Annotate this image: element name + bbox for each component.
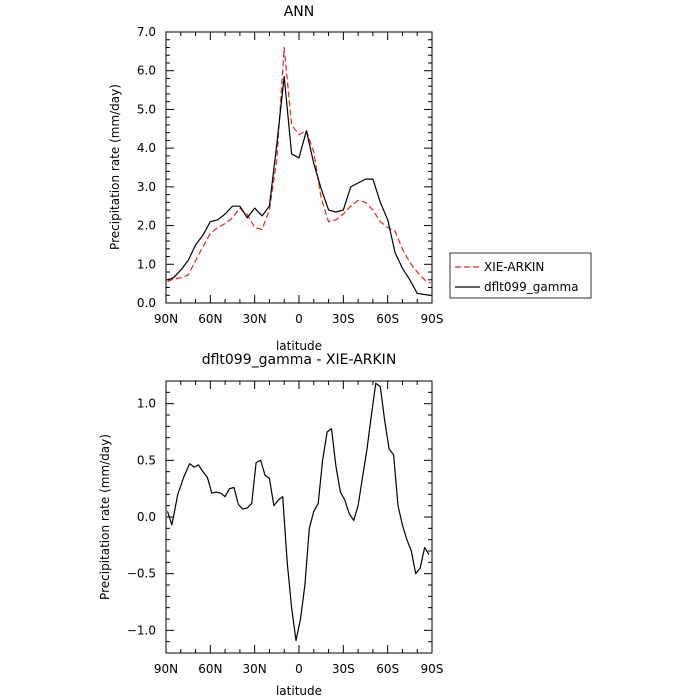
- y-tick-label: 0.0: [137, 296, 156, 310]
- y-tick-label: 1.0: [137, 257, 156, 271]
- y-tick-label: 6.0: [137, 64, 156, 78]
- x-tick-label: 60N: [198, 662, 222, 676]
- top-chart-xlabel: latitude: [276, 339, 322, 353]
- top-chart: ANN 90N 60N 30N 0 30S 60S 90S 0.0 1.0 2.0 3.0 4.0 5…: [108, 4, 443, 353]
- x-tick-label: 90N: [154, 662, 178, 676]
- top-chart-frame: [165, 31, 433, 304]
- bottom-chart-x-tick-labels: 90N 60N 30N 0 30S 60S 90S: [154, 662, 444, 676]
- x-tick-label: 30S: [332, 662, 355, 676]
- bottom-chart-series: [166, 382, 430, 642]
- x-tick-label: 30S: [332, 312, 355, 326]
- y-tick-label: 2.0: [137, 219, 156, 233]
- x-tick-label: 60S: [376, 312, 399, 326]
- legend: XIE-ARKIN dflt099_gamma: [449, 252, 592, 299]
- legend-label-xie-arkin: XIE-ARKIN: [484, 260, 544, 274]
- bottom-chart-ticks: [165, 380, 433, 654]
- bottom-chart: dflt099_gamma - XIE-ARKIN 90N 60N 30N 0 30S 6…: [98, 352, 443, 698]
- top-chart-y-tick-labels: 0.0 1.0 2.0 3.0 4.0 5.0 6.0 7.0: [137, 25, 156, 310]
- y-tick-label: 0.0: [137, 510, 156, 524]
- y-tick-label: 4.0: [137, 141, 156, 155]
- x-tick-label: 90S: [421, 312, 444, 326]
- legend-label-dflt099-gamma: dflt099_gamma: [484, 280, 579, 294]
- x-tick-label: 90N: [154, 312, 178, 326]
- series-line-difference: [166, 382, 430, 642]
- series-line-dflt099-gamma: [167, 75, 431, 296]
- y-tick-label: 3.0: [137, 180, 156, 194]
- x-tick-label: 90S: [421, 662, 444, 676]
- y-tick-label: 1.0: [137, 397, 156, 411]
- top-chart-ticks: [165, 31, 433, 304]
- x-tick-label: 0: [295, 662, 303, 676]
- x-tick-label: 30N: [243, 312, 267, 326]
- x-tick-label: 30N: [243, 662, 267, 676]
- bottom-chart-title: dflt099_gamma - XIE-ARKIN: [202, 352, 397, 368]
- legend-box: [449, 252, 592, 299]
- top-chart-ylabel: Precipitation rate (mm/day): [108, 84, 122, 250]
- bottom-chart-y-tick-labels: −1.0 −0.5 0.0 0.5 1.0: [127, 397, 156, 638]
- top-chart-title: ANN: [284, 4, 315, 20]
- x-tick-label: 0: [295, 312, 303, 326]
- y-tick-label: −0.5: [127, 567, 156, 581]
- bottom-chart-frame: [165, 380, 433, 654]
- y-tick-label: 0.5: [137, 453, 156, 467]
- top-chart-x-tick-labels: 90N 60N 30N 0 30S 60S 90S: [154, 312, 444, 326]
- top-chart-series: [167, 46, 431, 296]
- series-line-xie-arkin: [167, 46, 431, 284]
- y-tick-label: 5.0: [137, 102, 156, 116]
- y-tick-label: 7.0: [137, 25, 156, 39]
- bottom-chart-ylabel: Precipitation rate (mm/day): [98, 434, 112, 600]
- y-tick-label: −1.0: [127, 623, 156, 637]
- x-tick-label: 60S: [376, 662, 399, 676]
- bottom-chart-xlabel: latitude: [276, 684, 322, 698]
- x-tick-label: 60N: [198, 312, 222, 326]
